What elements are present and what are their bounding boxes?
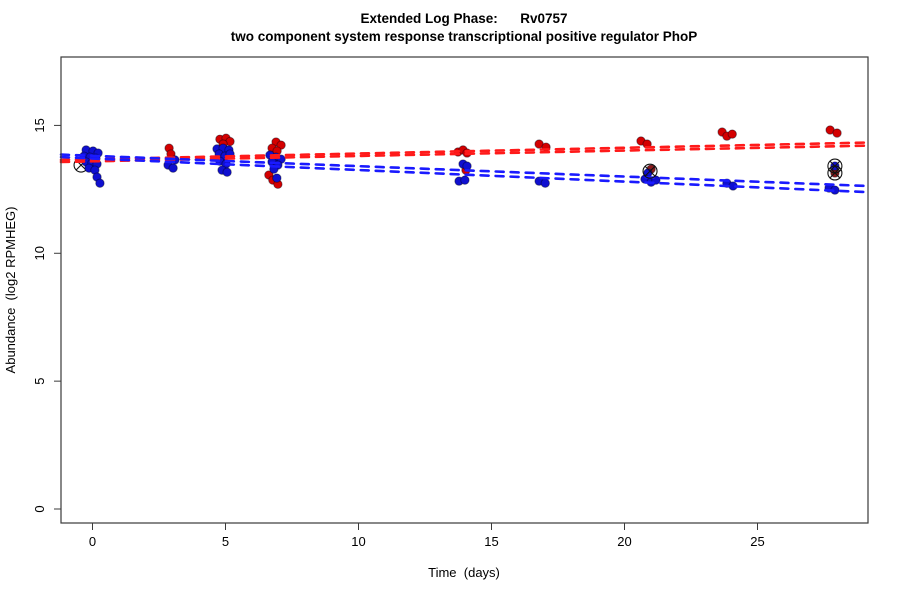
outlier-circle-x-icon <box>642 163 658 179</box>
data-point-blue-condition <box>95 178 105 188</box>
chart-title: Extended Log Phase: Rv0757 <box>360 11 567 26</box>
data-point-blue-condition <box>168 163 178 173</box>
y-tick-label: 15 <box>32 118 47 132</box>
y-axis-title: Abundance (log2 RPMHEG) <box>3 207 18 374</box>
x-tick-label: 15 <box>484 534 498 549</box>
axes: 0 5 10 15 20 25 0 5 10 15 <box>32 118 765 549</box>
data-point-red-condition <box>727 129 737 139</box>
data-point-blue-condition <box>462 161 472 171</box>
trend-lines <box>59 141 870 194</box>
trend-line-red-fit-1 <box>59 141 870 162</box>
outlier-circle-x-icon <box>829 167 841 179</box>
x-axis-title: Time (days) <box>428 565 500 580</box>
trend-line-blue-fit-1 <box>59 153 870 188</box>
data-point-blue-condition <box>460 175 470 185</box>
y-tick-label: 5 <box>32 378 47 385</box>
x-tick-label: 10 <box>351 534 365 549</box>
y-tick-label: 10 <box>32 246 47 260</box>
data-point-blue-condition <box>222 167 232 177</box>
data-point-red-condition <box>832 128 842 138</box>
data-points <box>79 125 842 195</box>
chart-subtitle: two component system response transcript… <box>231 29 698 44</box>
outlier-circle-x-icon <box>644 165 656 177</box>
plot-frame <box>60 56 869 524</box>
plot-box <box>60 56 869 524</box>
x-tick-label: 25 <box>750 534 764 549</box>
x-tick-label: 5 <box>222 534 229 549</box>
x-tick-label: 0 <box>89 534 96 549</box>
data-point-red-condition <box>276 140 286 150</box>
outlier-markers-front <box>642 158 843 181</box>
data-point-blue-condition <box>272 173 282 183</box>
outlier-circle-x-icon <box>827 165 843 181</box>
y-tick-label: 0 <box>32 505 47 512</box>
x-tick-label: 20 <box>617 534 631 549</box>
data-point-blue-condition <box>540 178 550 188</box>
trend-line-blue-fit-2 <box>59 155 870 194</box>
